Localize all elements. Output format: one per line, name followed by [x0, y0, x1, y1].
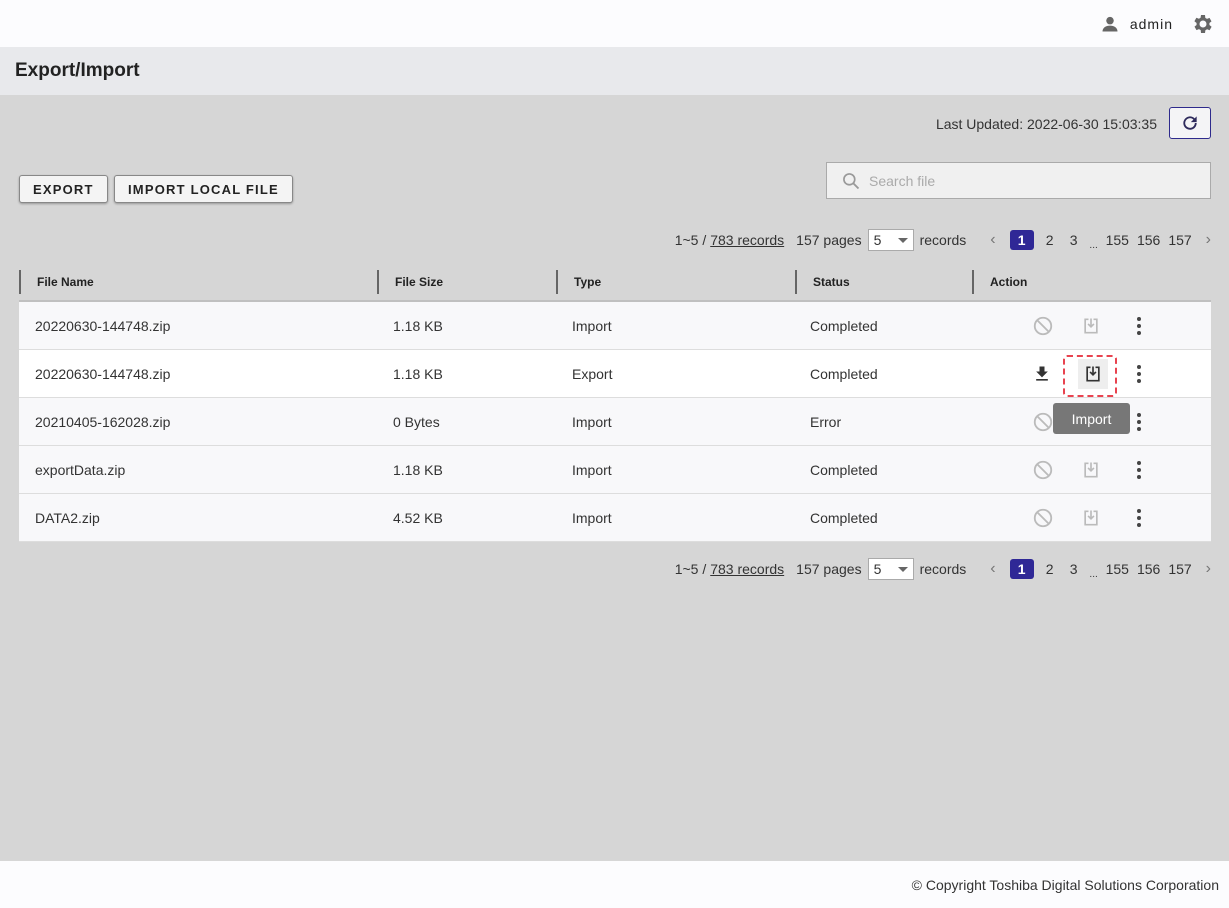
file-status: Completed: [810, 365, 878, 382]
page-155[interactable]: 155: [1105, 561, 1129, 577]
file-type: Import: [572, 317, 612, 334]
page-ellipsis: ...: [1089, 569, 1098, 580]
page-count: 157 pages: [796, 232, 862, 248]
table-row[interactable]: 20210405-162028.zip 0 Bytes Import Error: [19, 398, 1211, 446]
page-count: 157 pages: [796, 561, 862, 577]
footer-copyright: © Copyright Toshiba Digital Solutions Co…: [0, 861, 1229, 908]
table-header: File Name File Size Type Status Action: [19, 264, 1211, 302]
download-icon[interactable]: [1030, 362, 1054, 386]
username: admin: [1129, 15, 1173, 32]
file-size: 1.18 KB: [393, 317, 443, 334]
file-name: 20210405-162028.zip: [35, 413, 171, 430]
pagination-bottom: 1~5 / 783 records 157 pages 5 records ‹ …: [675, 558, 1211, 580]
records-label: records: [919, 232, 967, 248]
next-page-icon[interactable]: ›: [1205, 231, 1211, 248]
file-size: 1.18 KB: [393, 461, 443, 478]
import-button-highlight: [1063, 355, 1117, 397]
import-icon: [1079, 506, 1103, 530]
file-name: 20220630-144748.zip: [35, 317, 171, 334]
export-button[interactable]: EXPORT: [19, 175, 108, 203]
file-type: Import: [572, 461, 612, 478]
cancel-icon: [1031, 458, 1055, 482]
record-range: 1~5 /: [674, 561, 707, 577]
column-header[interactable]: Type: [556, 270, 795, 294]
file-size: 0 Bytes: [393, 413, 440, 430]
file-size: 1.18 KB: [393, 365, 443, 382]
file-status: Completed: [810, 461, 878, 478]
file-name: 20220630-144748.zip: [35, 365, 171, 382]
column-header[interactable]: Status: [795, 270, 972, 294]
search-input[interactable]: [869, 172, 1189, 189]
page-1[interactable]: 1: [1009, 559, 1034, 579]
search-icon: [843, 172, 860, 189]
file-status: Completed: [810, 509, 878, 526]
top-bar: admin: [0, 0, 1229, 47]
file-name: exportData.zip: [35, 461, 126, 478]
import-icon: [1079, 458, 1103, 482]
prev-page-icon[interactable]: ‹: [990, 231, 996, 248]
records-link[interactable]: 783 records: [710, 561, 785, 577]
user-menu[interactable]: admin: [1100, 14, 1173, 34]
more-options-icon[interactable]: [1127, 506, 1151, 530]
refresh-icon: [1183, 116, 1197, 130]
page-157[interactable]: 157: [1168, 232, 1192, 248]
per-page-value: 5: [873, 232, 882, 248]
cancel-icon: [1031, 506, 1055, 530]
table-row[interactable]: exportData.zip 1.18 KB Import Completed: [19, 446, 1211, 494]
table-row[interactable]: DATA2.zip 4.52 KB Import Completed: [19, 494, 1211, 542]
file-type: Import: [572, 413, 612, 430]
records-label: records: [919, 561, 967, 577]
more-options-icon[interactable]: [1127, 410, 1151, 434]
file-table: File Name File Size Type Status Action 2…: [19, 264, 1211, 542]
table-row[interactable]: 20220630-144748.zip 1.18 KB Import Compl…: [19, 302, 1211, 350]
page-156[interactable]: 156: [1136, 561, 1161, 577]
last-updated: Last Updated: 2022-06-30 15:03:35: [935, 116, 1157, 132]
page-title: Export/Import: [0, 47, 1229, 95]
search-box[interactable]: [826, 162, 1211, 199]
tooltip: Import: [1053, 403, 1130, 434]
user-icon: [1102, 16, 1118, 31]
file-type: Import: [572, 509, 612, 526]
more-options-icon[interactable]: [1127, 314, 1151, 338]
record-range: 1~5 /: [674, 232, 707, 248]
import-icon: [1079, 314, 1103, 338]
per-page-value: 5: [873, 561, 882, 577]
file-type: Export: [572, 365, 613, 382]
file-name: DATA2.zip: [35, 509, 100, 526]
records-link[interactable]: 783 records: [710, 232, 785, 248]
file-status: Error: [810, 413, 842, 430]
page-ellipsis: ...: [1089, 240, 1098, 251]
file-size: 4.52 KB: [393, 509, 443, 526]
file-status: Completed: [810, 317, 878, 334]
gear-icon[interactable]: [1191, 12, 1215, 36]
per-page-select[interactable]: 5: [867, 558, 914, 580]
page-155[interactable]: 155: [1105, 232, 1129, 248]
next-page-icon[interactable]: ›: [1205, 560, 1211, 577]
more-options-icon[interactable]: [1127, 362, 1151, 386]
column-header[interactable]: File Size: [377, 270, 556, 294]
page-3[interactable]: 3: [1069, 232, 1078, 248]
cancel-icon: [1031, 314, 1055, 338]
column-header: Action: [972, 270, 1172, 294]
page-2[interactable]: 2: [1045, 232, 1054, 248]
prev-page-icon[interactable]: ‹: [990, 560, 996, 577]
page-1[interactable]: 1: [1009, 230, 1034, 250]
page-2[interactable]: 2: [1045, 561, 1054, 577]
table-row[interactable]: 20220630-144748.zip 1.18 KB Export Compl…: [19, 350, 1211, 398]
import-icon[interactable]: [1078, 359, 1108, 389]
page-156[interactable]: 156: [1136, 232, 1161, 248]
import-local-file-button[interactable]: IMPORT LOCAL FILE: [114, 175, 293, 203]
page-157[interactable]: 157: [1168, 561, 1192, 577]
more-options-icon[interactable]: [1127, 458, 1151, 482]
chevron-down-icon: [897, 237, 908, 243]
per-page-select[interactable]: 5: [867, 229, 914, 251]
refresh-button[interactable]: [1169, 107, 1211, 139]
pagination-top: 1~5 / 783 records 157 pages 5 records ‹ …: [675, 229, 1211, 251]
chevron-down-icon: [897, 566, 908, 572]
cancel-icon: [1031, 410, 1055, 434]
column-header[interactable]: File Name: [19, 270, 377, 294]
page-3[interactable]: 3: [1069, 561, 1078, 577]
